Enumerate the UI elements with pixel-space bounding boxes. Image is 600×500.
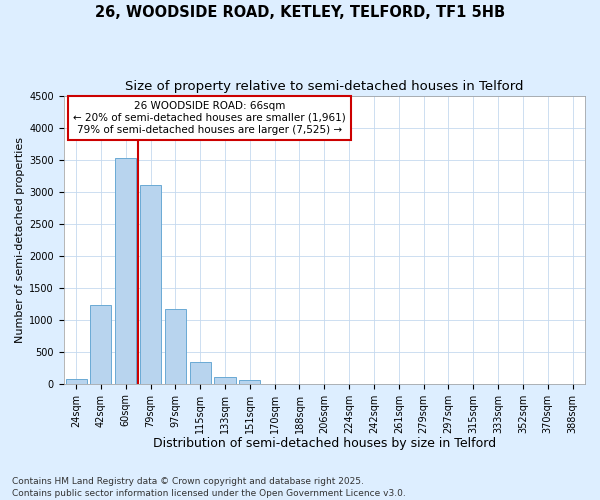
X-axis label: Distribution of semi-detached houses by size in Telford: Distribution of semi-detached houses by … bbox=[153, 437, 496, 450]
Bar bbox=[140, 185, 161, 384]
Bar bbox=[190, 362, 211, 384]
Bar bbox=[65, 379, 86, 384]
Title: Size of property relative to semi-detached houses in Telford: Size of property relative to semi-detach… bbox=[125, 80, 524, 93]
Text: 26 WOODSIDE ROAD: 66sqm
← 20% of semi-detached houses are smaller (1,961)
79% of: 26 WOODSIDE ROAD: 66sqm ← 20% of semi-de… bbox=[73, 102, 346, 134]
Text: 26, WOODSIDE ROAD, KETLEY, TELFORD, TF1 5HB: 26, WOODSIDE ROAD, KETLEY, TELFORD, TF1 … bbox=[95, 5, 505, 20]
Bar bbox=[115, 158, 136, 384]
Y-axis label: Number of semi-detached properties: Number of semi-detached properties bbox=[15, 136, 25, 342]
Bar bbox=[91, 305, 112, 384]
Bar bbox=[165, 310, 186, 384]
Bar bbox=[214, 376, 236, 384]
Text: Contains HM Land Registry data © Crown copyright and database right 2025.
Contai: Contains HM Land Registry data © Crown c… bbox=[12, 476, 406, 498]
Bar bbox=[239, 380, 260, 384]
